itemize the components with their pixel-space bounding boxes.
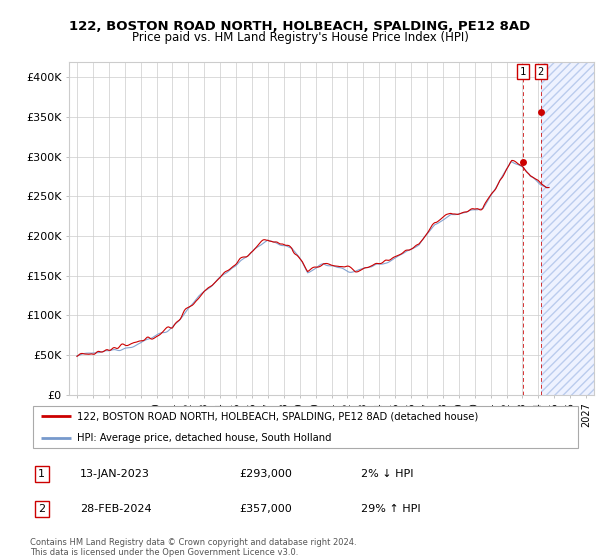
- Text: £293,000: £293,000: [240, 469, 293, 479]
- Bar: [541, 62, 594, 395]
- FancyBboxPatch shape: [33, 405, 578, 449]
- Text: HPI: Average price, detached house, South Holland: HPI: Average price, detached house, Sout…: [77, 433, 331, 443]
- Text: 122, BOSTON ROAD NORTH, HOLBEACH, SPALDING, PE12 8AD: 122, BOSTON ROAD NORTH, HOLBEACH, SPALDI…: [70, 20, 530, 32]
- Text: 29% ↑ HPI: 29% ↑ HPI: [361, 504, 421, 514]
- Text: 1: 1: [38, 469, 45, 479]
- Text: 28-FEB-2024: 28-FEB-2024: [80, 504, 151, 514]
- Text: Contains HM Land Registry data © Crown copyright and database right 2024.
This d: Contains HM Land Registry data © Crown c…: [30, 538, 356, 557]
- Text: 122, BOSTON ROAD NORTH, HOLBEACH, SPALDING, PE12 8AD (detached house): 122, BOSTON ROAD NORTH, HOLBEACH, SPALDI…: [77, 411, 478, 421]
- Text: £357,000: £357,000: [240, 504, 293, 514]
- Text: 13-JAN-2023: 13-JAN-2023: [80, 469, 149, 479]
- Bar: [541, 62, 594, 395]
- Text: 2: 2: [538, 67, 544, 77]
- Text: 2: 2: [38, 504, 46, 514]
- Text: 2% ↓ HPI: 2% ↓ HPI: [361, 469, 414, 479]
- Text: 1: 1: [520, 67, 526, 77]
- Text: Price paid vs. HM Land Registry's House Price Index (HPI): Price paid vs. HM Land Registry's House …: [131, 31, 469, 44]
